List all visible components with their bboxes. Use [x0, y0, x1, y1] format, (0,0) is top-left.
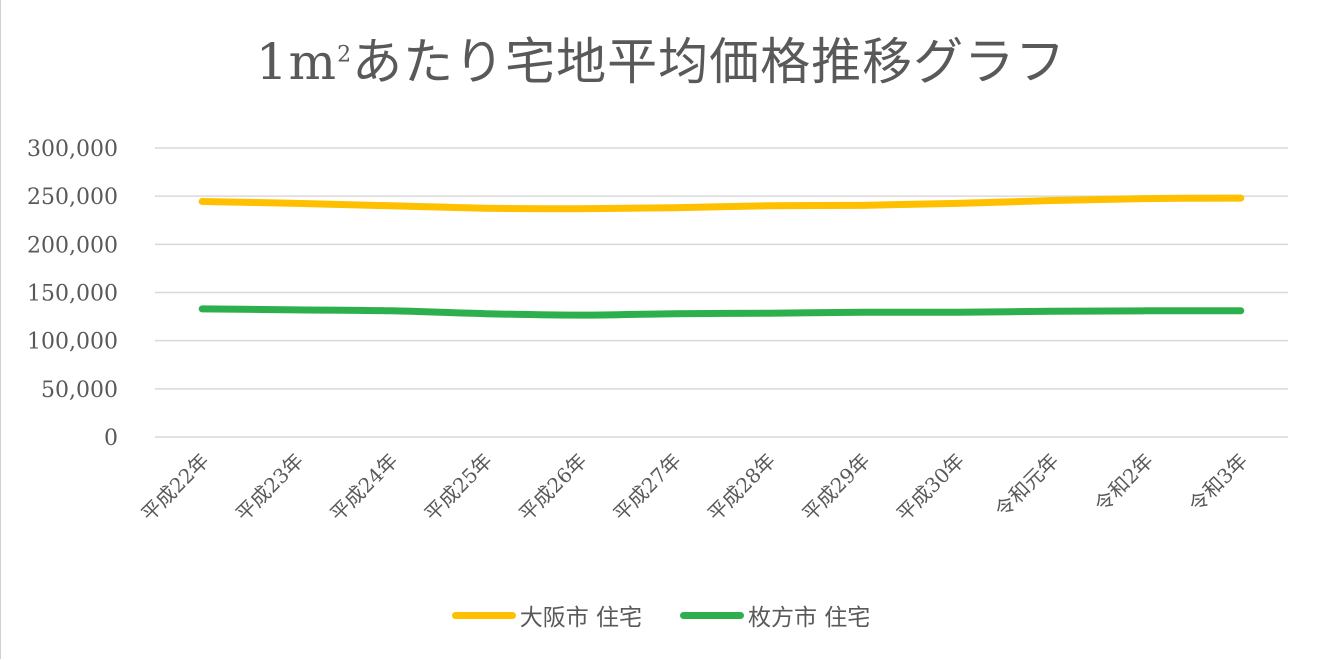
x-tick-label: 平成25年	[420, 449, 497, 526]
x-tick-label: 平成30年	[892, 449, 969, 526]
y-tick-label: 300,000	[27, 137, 118, 162]
legend: 大阪市 住宅 枚方市 住宅	[0, 598, 1322, 632]
y-tick-label: 250,000	[27, 185, 118, 210]
y-tick-label: 150,000	[27, 282, 118, 307]
legend-label-osaka: 大阪市 住宅	[519, 605, 642, 631]
x-tick-label: 平成22年	[136, 449, 213, 526]
chart-title: 1m2あたり宅地平均価格推移グラフ	[255, 33, 1067, 91]
legend-swatch-osaka	[451, 611, 516, 619]
legend-label-hirakata: 枚方市 住宅	[748, 605, 871, 631]
x-tick-label: 令和3年	[1184, 449, 1252, 517]
plot-area: 0 50,000 100,000 150,000 200,000 250,000 300,0…	[27, 137, 1288, 526]
x-tick-label: 平成29年	[797, 449, 874, 526]
x-tick-label: 平成28年	[703, 449, 780, 526]
y-tick-label: 200,000	[27, 233, 118, 258]
x-tick-label: 平成24年	[325, 449, 402, 526]
y-tick-label: 50,000	[41, 378, 118, 403]
x-tick-label: 平成23年	[231, 449, 308, 526]
series-line-osaka[interactable]	[198, 194, 1245, 213]
y-tick-label: 100,000	[27, 330, 118, 355]
x-tick-label: 令和元年	[990, 449, 1064, 523]
x-tick-label: 平成26年	[514, 449, 591, 526]
legend-swatch-hirakata	[680, 611, 744, 619]
legend-item-osaka[interactable]: 大阪市 住宅	[451, 598, 642, 632]
x-tick-label: 平成27年	[608, 449, 685, 526]
y-tick-label: 0	[104, 426, 118, 451]
x-tick-label: 令和2年	[1090, 449, 1158, 517]
series-line-hirakata[interactable]	[198, 305, 1245, 319]
legend-item-hirakata[interactable]: 枚方市 住宅	[680, 598, 870, 632]
